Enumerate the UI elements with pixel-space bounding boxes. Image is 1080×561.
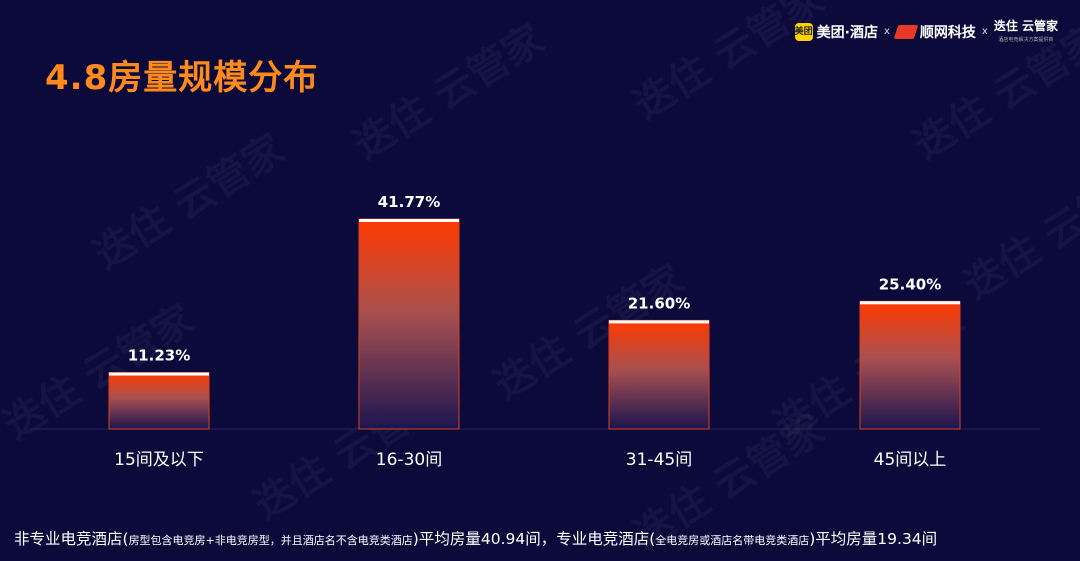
shunwang-logo: 顺网科技: [893, 22, 976, 42]
bar-2: [358, 218, 460, 430]
bar-cap-4: [860, 301, 960, 305]
logo-separator: x: [883, 26, 890, 37]
data-label-1: 11.23%: [128, 347, 190, 365]
partner-logos: 美团 美团·酒店 x 顺网科技 x 迭住 云管家 酒店电竞解决方案提供商: [794, 20, 1058, 43]
yunguanjia-label: 迭住 云管家: [993, 19, 1058, 33]
footnote-part-2: )平均房量40.94间，专业电竞酒店(: [412, 530, 656, 548]
footnote-part-1: 非专业电竞酒店(: [14, 530, 129, 548]
data-label-4: 25.40%: [879, 275, 941, 293]
yunguanjia-logo: 迭住 云管家 酒店电竞解决方案提供商: [994, 20, 1058, 43]
footnote-part-3: )平均房量19.34间: [809, 530, 938, 548]
bar-4: [859, 300, 961, 430]
logo-separator-2: x: [981, 26, 988, 37]
page-title: 4.8房量规模分布: [45, 58, 319, 98]
category-label-2: 16-30间: [376, 450, 442, 470]
bar-cap-3: [609, 320, 709, 324]
meituan-hotel-logo: 美团 美团·酒店: [794, 22, 878, 42]
category-label-4: 45间以上: [874, 450, 947, 470]
data-label-3: 21.60%: [628, 294, 690, 312]
meituan-hotel-label: 美团·酒店: [816, 24, 878, 41]
meituan-icon: 美团: [794, 22, 813, 41]
footnote-note-2: 全电竞房或酒店名带电竞类酒店: [655, 534, 810, 547]
shunwang-label: 顺网科技: [919, 24, 976, 41]
yunguanjia-tagline: 酒店电竞解决方案提供商: [998, 37, 1054, 43]
data-label-2: 41.77%: [378, 193, 440, 211]
footnote: 非专业电竞酒店(房型包含电竞房+非电竞房型，并且酒店名不含电竞类酒店)平均房量4…: [14, 527, 1070, 549]
bar-cap-1: [109, 372, 209, 376]
bar-3: [608, 319, 710, 430]
category-label-3: 31-45间: [626, 450, 692, 470]
category-label-1: 15间及以下: [114, 450, 204, 470]
bar-cap-2: [359, 219, 459, 222]
footnote-note-1: 房型包含电竞房+非电竞房型，并且酒店名不含电竞类酒店: [128, 534, 413, 547]
bar-1: [108, 372, 210, 430]
